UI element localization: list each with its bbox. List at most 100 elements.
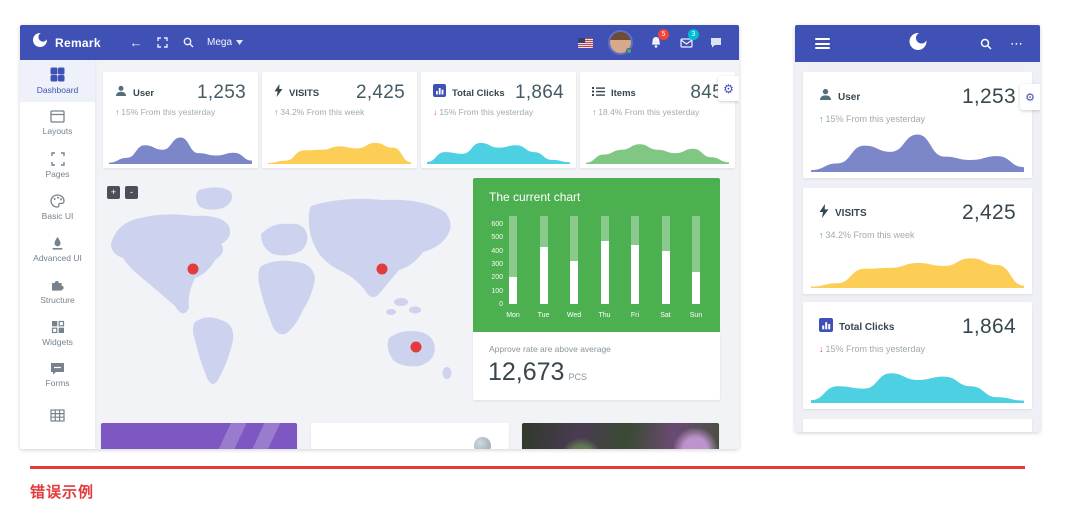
- approve-rate-label: Approve rate are above average: [489, 344, 611, 354]
- stat-label: Total Clicks: [452, 87, 505, 99]
- stat-delta: ↓ 15% From this yesterday: [819, 344, 926, 354]
- sidebar-item-label: Forms: [45, 378, 70, 388]
- fullscreen-icon[interactable]: [149, 25, 175, 60]
- basic-ui-icon: [50, 193, 65, 208]
- stat-value: 1,864: [514, 82, 564, 103]
- items-sparkline: [586, 144, 729, 164]
- stat-value: 845: [690, 82, 723, 103]
- notifications-bell-icon[interactable]: 5: [643, 25, 669, 60]
- stat-card-items: Items 845 ↑ 18.4% From this yesterday: [580, 72, 735, 168]
- mobile-card-visits: VISITS 2,425 ↑ 34.2% From this week: [803, 188, 1032, 294]
- stat-delta: ↑ 34.2% From this week: [819, 230, 915, 240]
- bar-chart-y-axis: 600 500 400 300 200 100 0: [491, 221, 503, 308]
- sidebar: Dashboard Layouts Pages: [20, 60, 95, 449]
- map-zoom-in-button[interactable]: +: [107, 186, 120, 199]
- messages-icon[interactable]: 3: [673, 25, 699, 60]
- approve-rate-unit: PCS: [568, 372, 587, 382]
- divider-line: [30, 466, 1025, 469]
- more-options-icon[interactable]: ⋯: [1010, 35, 1024, 51]
- map-marker: [187, 263, 199, 275]
- bar-chart-plot: Mon Tue Wed Thu Fri Sat Sun: [506, 216, 702, 320]
- desktop-navbar: Remark ← Mega: [20, 25, 739, 60]
- notification-badge: 5: [658, 29, 669, 40]
- online-status-dot: [626, 48, 632, 54]
- approve-rate-value: 12,673 PCS: [488, 358, 587, 386]
- weekly-bar-chart: 600 500 400 300 200 100 0 Mon Tue Wed Thu Fri Sat Su…: [487, 216, 702, 320]
- hamburger-menu-icon[interactable]: [815, 38, 830, 49]
- widgets-icon: [51, 320, 65, 334]
- sidebar-item-basic-ui[interactable]: Basic UI: [20, 186, 95, 228]
- white-widget-card: [311, 423, 509, 449]
- bar-chart-icon: [433, 84, 446, 102]
- sidebar-item-label: Layouts: [42, 126, 73, 136]
- visits-sparkline: [268, 142, 411, 164]
- stat-delta: ↑ 18.4% From this yesterday: [592, 107, 700, 117]
- mobile-card-partial: [803, 419, 1032, 432]
- world-map: + -: [103, 182, 465, 395]
- sidebar-item-dashboard[interactable]: Dashboard: [20, 60, 95, 102]
- layouts-icon: [50, 110, 65, 123]
- user-sparkline: [811, 134, 1024, 172]
- sidebar-item-advanced-ui[interactable]: Advanced UI: [20, 228, 95, 270]
- stat-value: 2,425: [961, 201, 1016, 224]
- clicks-sparkline: [811, 373, 1024, 403]
- user-avatar[interactable]: [610, 32, 632, 54]
- bolt-icon: [819, 203, 829, 223]
- approve-rate-card: Approve rate are above average 12,673 PCS: [473, 332, 720, 400]
- brand[interactable]: Remark: [20, 32, 123, 53]
- language-flag-icon[interactable]: [572, 25, 598, 60]
- pages-icon: [50, 151, 65, 166]
- bar-chart-icon: [819, 317, 833, 337]
- stat-card-user: User 1,253 ↑ 15% From this yesterday: [103, 72, 258, 168]
- stat-label: Items: [611, 87, 636, 99]
- current-chart-panel: The current chart 600 500 400 300 200 100 0 Mo…: [473, 178, 720, 332]
- mega-menu[interactable]: Mega: [207, 37, 244, 48]
- menu-collapse-arrow-icon[interactable]: ←: [129, 35, 143, 50]
- stat-label: VISITS: [835, 207, 867, 219]
- message-badge: 3: [688, 29, 699, 40]
- remark-logo-icon: [908, 32, 927, 56]
- sidebar-item-label: Dashboard: [36, 85, 79, 95]
- map-marker: [376, 263, 388, 275]
- bolt-icon: [274, 84, 283, 102]
- settings-gear-button[interactable]: ⚙: [1020, 84, 1040, 110]
- sidebar-item-structure[interactable]: Structure: [20, 270, 95, 312]
- map-zoom-out-button[interactable]: -: [125, 186, 138, 199]
- sidebar-item-tables[interactable]: [20, 396, 95, 438]
- chat-icon[interactable]: [703, 25, 729, 60]
- settings-gear-button[interactable]: ⚙: [718, 76, 739, 101]
- search-icon[interactable]: [980, 38, 992, 50]
- brand-name: Remark: [55, 35, 101, 50]
- dashboard-icon: [50, 67, 65, 82]
- user-icon: [819, 88, 832, 106]
- sidebar-item-forms[interactable]: Forms: [20, 354, 95, 396]
- sidebar-item-layouts[interactable]: Layouts: [20, 102, 95, 144]
- desktop-mockup: Remark ← Mega: [20, 25, 739, 449]
- navbar-right-group: 5 3: [572, 25, 739, 60]
- sidebar-item-widgets[interactable]: Widgets: [20, 312, 95, 354]
- sidebar-item-label: Advanced UI: [33, 252, 82, 263]
- stat-card-total-clicks: Total Clicks 1,864 ↓ 15% From this yester…: [421, 72, 576, 168]
- forms-icon: [50, 362, 65, 375]
- visits-sparkline: [811, 258, 1024, 288]
- stat-label: VISITS: [289, 87, 320, 99]
- stat-value: 2,425: [355, 82, 405, 103]
- search-icon[interactable]: [175, 25, 201, 60]
- stat-label: User: [133, 87, 155, 99]
- stat-delta: ↑ 34.2% From this week: [274, 107, 365, 117]
- advanced-ui-icon: [50, 236, 65, 250]
- user-icon: [115, 84, 127, 102]
- mobile-navbar: ⋯: [795, 25, 1040, 62]
- stat-value: 1,253: [961, 85, 1016, 108]
- stat-delta: ↓ 15% From this yesterday: [433, 107, 534, 117]
- stat-label: Total Clicks: [839, 321, 895, 333]
- world-map-svg: [111, 187, 452, 384]
- clicks-sparkline: [427, 142, 570, 164]
- chevron-down-icon: [236, 40, 244, 45]
- mega-menu-label: Mega: [207, 37, 233, 48]
- map-marker: [410, 341, 422, 353]
- chart-title: The current chart: [489, 190, 581, 204]
- sidebar-item-label: Pages: [45, 168, 70, 179]
- sidebar-item-pages[interactable]: Pages: [20, 144, 95, 186]
